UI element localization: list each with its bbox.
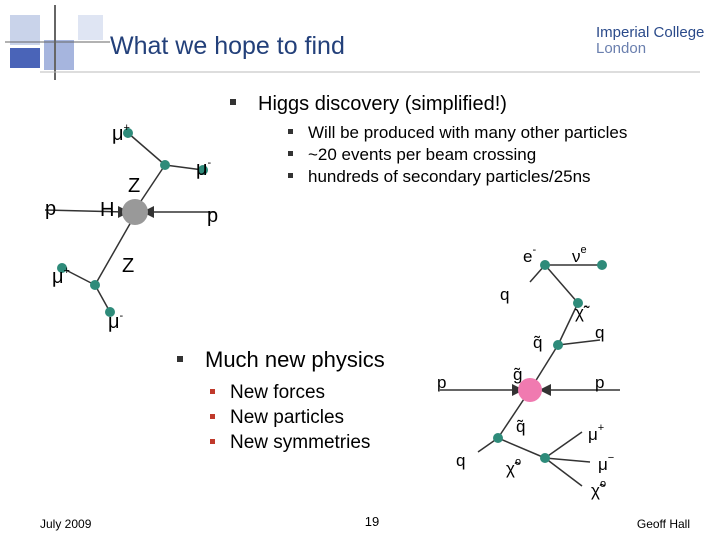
particle-label: χ̃- xyxy=(575,300,590,322)
label-base: μ xyxy=(52,266,64,288)
label-sup: + xyxy=(598,422,604,434)
sub-bullet-text: New particles xyxy=(230,407,344,428)
footer-author: Geoff Hall xyxy=(637,517,690,531)
label-base: p xyxy=(437,373,446,392)
particle-label: μ+ xyxy=(588,422,604,444)
susy-diagram xyxy=(440,260,620,487)
particle-label: μ- xyxy=(108,310,124,333)
logo: Imperial College xyxy=(596,24,704,41)
label-sup: o xyxy=(600,478,606,490)
label-base: Z xyxy=(128,175,140,197)
label-base: μ xyxy=(598,455,608,474)
particle-label: q xyxy=(595,323,604,342)
particle-label: g̃ xyxy=(513,365,522,384)
label-base: μ xyxy=(588,425,598,444)
bullet-marker xyxy=(230,99,236,105)
label-base: q xyxy=(500,285,509,304)
label-base: μ xyxy=(112,123,124,145)
particle-label: p xyxy=(595,373,604,392)
sub-bullet-marker xyxy=(210,414,215,419)
title: What we hope to find xyxy=(110,32,345,60)
particle-label: μ+ xyxy=(112,122,130,145)
label-base: q̃ xyxy=(516,417,525,436)
sub-bullet-text: New forces xyxy=(230,382,325,403)
label-base: p xyxy=(207,205,218,227)
particle-label: q xyxy=(456,451,465,470)
label-base: e xyxy=(523,247,532,266)
particle-label: p xyxy=(207,205,218,227)
bullet-text: Much new physics xyxy=(205,347,385,372)
sub-bullet-marker xyxy=(288,173,293,178)
label-base: H xyxy=(100,199,114,221)
label-sup: - xyxy=(120,310,124,322)
page-number: 19 xyxy=(365,514,379,529)
particle-label: p xyxy=(45,198,56,220)
label-base: ν xyxy=(572,247,581,266)
label-sup: - xyxy=(532,244,536,256)
sub-bullet-marker xyxy=(210,439,215,444)
label-sup: e xyxy=(581,244,587,256)
label-base: μ xyxy=(108,311,120,333)
label-base: μ xyxy=(196,158,208,180)
sub-bullet-text: ~20 events per beam crossing xyxy=(308,145,536,164)
label-base: p xyxy=(595,373,604,392)
sub-bullet-marker xyxy=(210,389,215,394)
label-base: Z xyxy=(122,255,134,277)
particle-label: νe xyxy=(572,244,587,266)
label-base: g̃ xyxy=(513,365,522,384)
particle-label: H xyxy=(100,199,114,221)
particle-label: p xyxy=(437,373,446,392)
particle-label: μ- xyxy=(196,157,212,180)
bullet-text: Higgs discovery (simplified!) xyxy=(258,93,507,115)
higgs-diagram xyxy=(44,128,215,317)
particle-label: χ̃o xyxy=(591,478,606,500)
label-sup: + xyxy=(124,122,130,134)
label-base: q xyxy=(456,451,465,470)
particle-label: Z xyxy=(128,175,140,197)
particle-label: μ− xyxy=(598,452,614,474)
sub-bullet-text: Will be produced with many other particl… xyxy=(308,123,627,142)
label-sup: - xyxy=(584,300,588,312)
sub-bullet-text: New symmetries xyxy=(230,432,370,453)
bullet-marker xyxy=(177,356,183,362)
particle-label: q xyxy=(500,285,509,304)
label-base: q xyxy=(595,323,604,342)
label-base: q̃ xyxy=(533,333,542,352)
label-base: χ̃ xyxy=(575,303,590,322)
particle-label: Z xyxy=(122,255,134,277)
particle-label: q̃ xyxy=(533,333,542,352)
logo: London xyxy=(596,40,646,57)
label-sup: - xyxy=(208,157,212,169)
footer-date: July 2009 xyxy=(40,517,92,531)
sub-bullet-text: hundreds of secondary particles/25ns xyxy=(308,167,591,186)
label-base: p xyxy=(45,198,56,220)
particle-label: μ+ xyxy=(52,265,70,288)
label-sup: − xyxy=(608,452,614,464)
particle-label: e- xyxy=(523,244,536,266)
corner-decoration xyxy=(5,5,110,80)
label-sup: + xyxy=(64,265,70,277)
sub-bullet-marker xyxy=(288,151,293,156)
sub-bullet-marker xyxy=(288,129,293,134)
particle-label: q̃ xyxy=(516,417,525,436)
label-sup: o xyxy=(515,456,521,468)
particle-label: χ̃o xyxy=(506,456,521,478)
